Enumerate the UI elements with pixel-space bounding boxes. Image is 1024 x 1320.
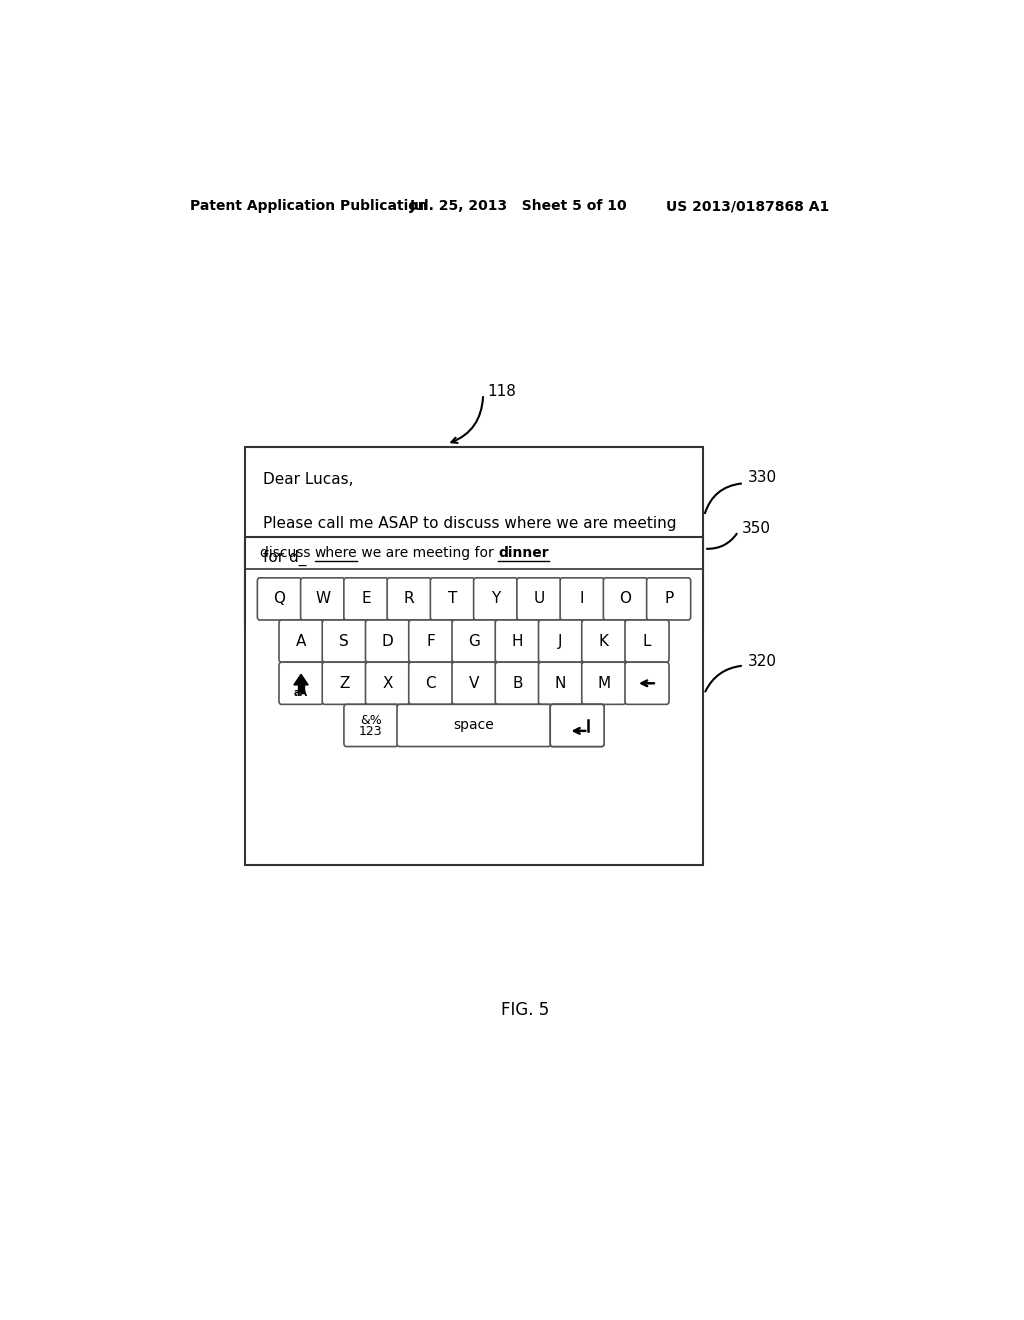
- Text: 123: 123: [359, 726, 383, 738]
- FancyBboxPatch shape: [409, 620, 453, 663]
- Text: S: S: [339, 634, 349, 648]
- Text: W: W: [315, 591, 330, 606]
- FancyBboxPatch shape: [387, 578, 431, 620]
- Text: X: X: [382, 676, 393, 690]
- FancyBboxPatch shape: [582, 663, 626, 705]
- FancyBboxPatch shape: [452, 663, 496, 705]
- FancyBboxPatch shape: [344, 705, 397, 747]
- FancyBboxPatch shape: [301, 578, 345, 620]
- FancyBboxPatch shape: [550, 705, 604, 747]
- FancyBboxPatch shape: [474, 578, 518, 620]
- FancyBboxPatch shape: [539, 620, 583, 663]
- Text: discuss: discuss: [260, 545, 314, 560]
- Text: 320: 320: [748, 653, 777, 669]
- Text: J: J: [558, 634, 563, 648]
- Text: R: R: [403, 591, 415, 606]
- FancyBboxPatch shape: [298, 685, 304, 692]
- Text: D: D: [382, 634, 393, 648]
- FancyBboxPatch shape: [366, 620, 410, 663]
- FancyBboxPatch shape: [430, 578, 474, 620]
- FancyBboxPatch shape: [257, 578, 301, 620]
- Text: I: I: [580, 591, 585, 606]
- Text: we are meeting for: we are meeting for: [357, 545, 499, 560]
- FancyBboxPatch shape: [625, 620, 669, 663]
- Text: U: U: [534, 591, 545, 606]
- Text: L: L: [643, 634, 651, 648]
- Polygon shape: [294, 675, 308, 685]
- Text: A: A: [296, 634, 306, 648]
- Text: F: F: [426, 634, 435, 648]
- Text: O: O: [620, 591, 632, 606]
- Text: FIG. 5: FIG. 5: [501, 1001, 549, 1019]
- Text: Z: Z: [339, 676, 349, 690]
- Text: aA: aA: [294, 688, 308, 698]
- Text: H: H: [512, 634, 523, 648]
- FancyBboxPatch shape: [323, 620, 367, 663]
- Text: Q: Q: [273, 591, 286, 606]
- FancyBboxPatch shape: [323, 663, 367, 705]
- Text: 118: 118: [487, 384, 516, 399]
- FancyBboxPatch shape: [279, 620, 323, 663]
- Text: 350: 350: [742, 521, 771, 536]
- Text: 330: 330: [748, 470, 777, 484]
- FancyBboxPatch shape: [246, 536, 702, 865]
- Text: &%: &%: [360, 714, 382, 727]
- Text: space: space: [454, 718, 495, 733]
- FancyBboxPatch shape: [409, 663, 453, 705]
- Text: E: E: [361, 591, 371, 606]
- Text: where: where: [314, 545, 357, 560]
- FancyBboxPatch shape: [560, 578, 604, 620]
- Text: V: V: [469, 676, 479, 690]
- Text: for d_: for d_: [263, 549, 306, 566]
- FancyBboxPatch shape: [550, 705, 604, 747]
- Text: dinner: dinner: [499, 545, 549, 560]
- Text: Jul. 25, 2013   Sheet 5 of 10: Jul. 25, 2013 Sheet 5 of 10: [410, 199, 628, 213]
- FancyBboxPatch shape: [496, 620, 540, 663]
- FancyBboxPatch shape: [397, 705, 551, 747]
- Text: Y: Y: [492, 591, 501, 606]
- FancyBboxPatch shape: [452, 620, 496, 663]
- Text: G: G: [468, 634, 480, 648]
- FancyBboxPatch shape: [603, 578, 647, 620]
- FancyBboxPatch shape: [646, 578, 690, 620]
- FancyBboxPatch shape: [496, 663, 540, 705]
- Text: Dear Lucas,: Dear Lucas,: [263, 473, 353, 487]
- FancyBboxPatch shape: [539, 663, 583, 705]
- FancyBboxPatch shape: [517, 578, 561, 620]
- Text: Please call me ASAP to discuss where we are meeting: Please call me ASAP to discuss where we …: [263, 516, 677, 531]
- Text: C: C: [425, 676, 436, 690]
- FancyBboxPatch shape: [246, 447, 702, 628]
- Text: T: T: [447, 591, 457, 606]
- FancyBboxPatch shape: [625, 663, 669, 705]
- Text: N: N: [555, 676, 566, 690]
- Text: B: B: [512, 676, 522, 690]
- Text: P: P: [664, 591, 673, 606]
- FancyBboxPatch shape: [344, 578, 388, 620]
- Text: Patent Application Publication: Patent Application Publication: [189, 199, 428, 213]
- FancyBboxPatch shape: [582, 620, 626, 663]
- FancyBboxPatch shape: [366, 663, 410, 705]
- FancyBboxPatch shape: [279, 663, 323, 705]
- Text: M: M: [597, 676, 610, 690]
- Text: K: K: [599, 634, 608, 648]
- Text: US 2013/0187868 A1: US 2013/0187868 A1: [666, 199, 829, 213]
